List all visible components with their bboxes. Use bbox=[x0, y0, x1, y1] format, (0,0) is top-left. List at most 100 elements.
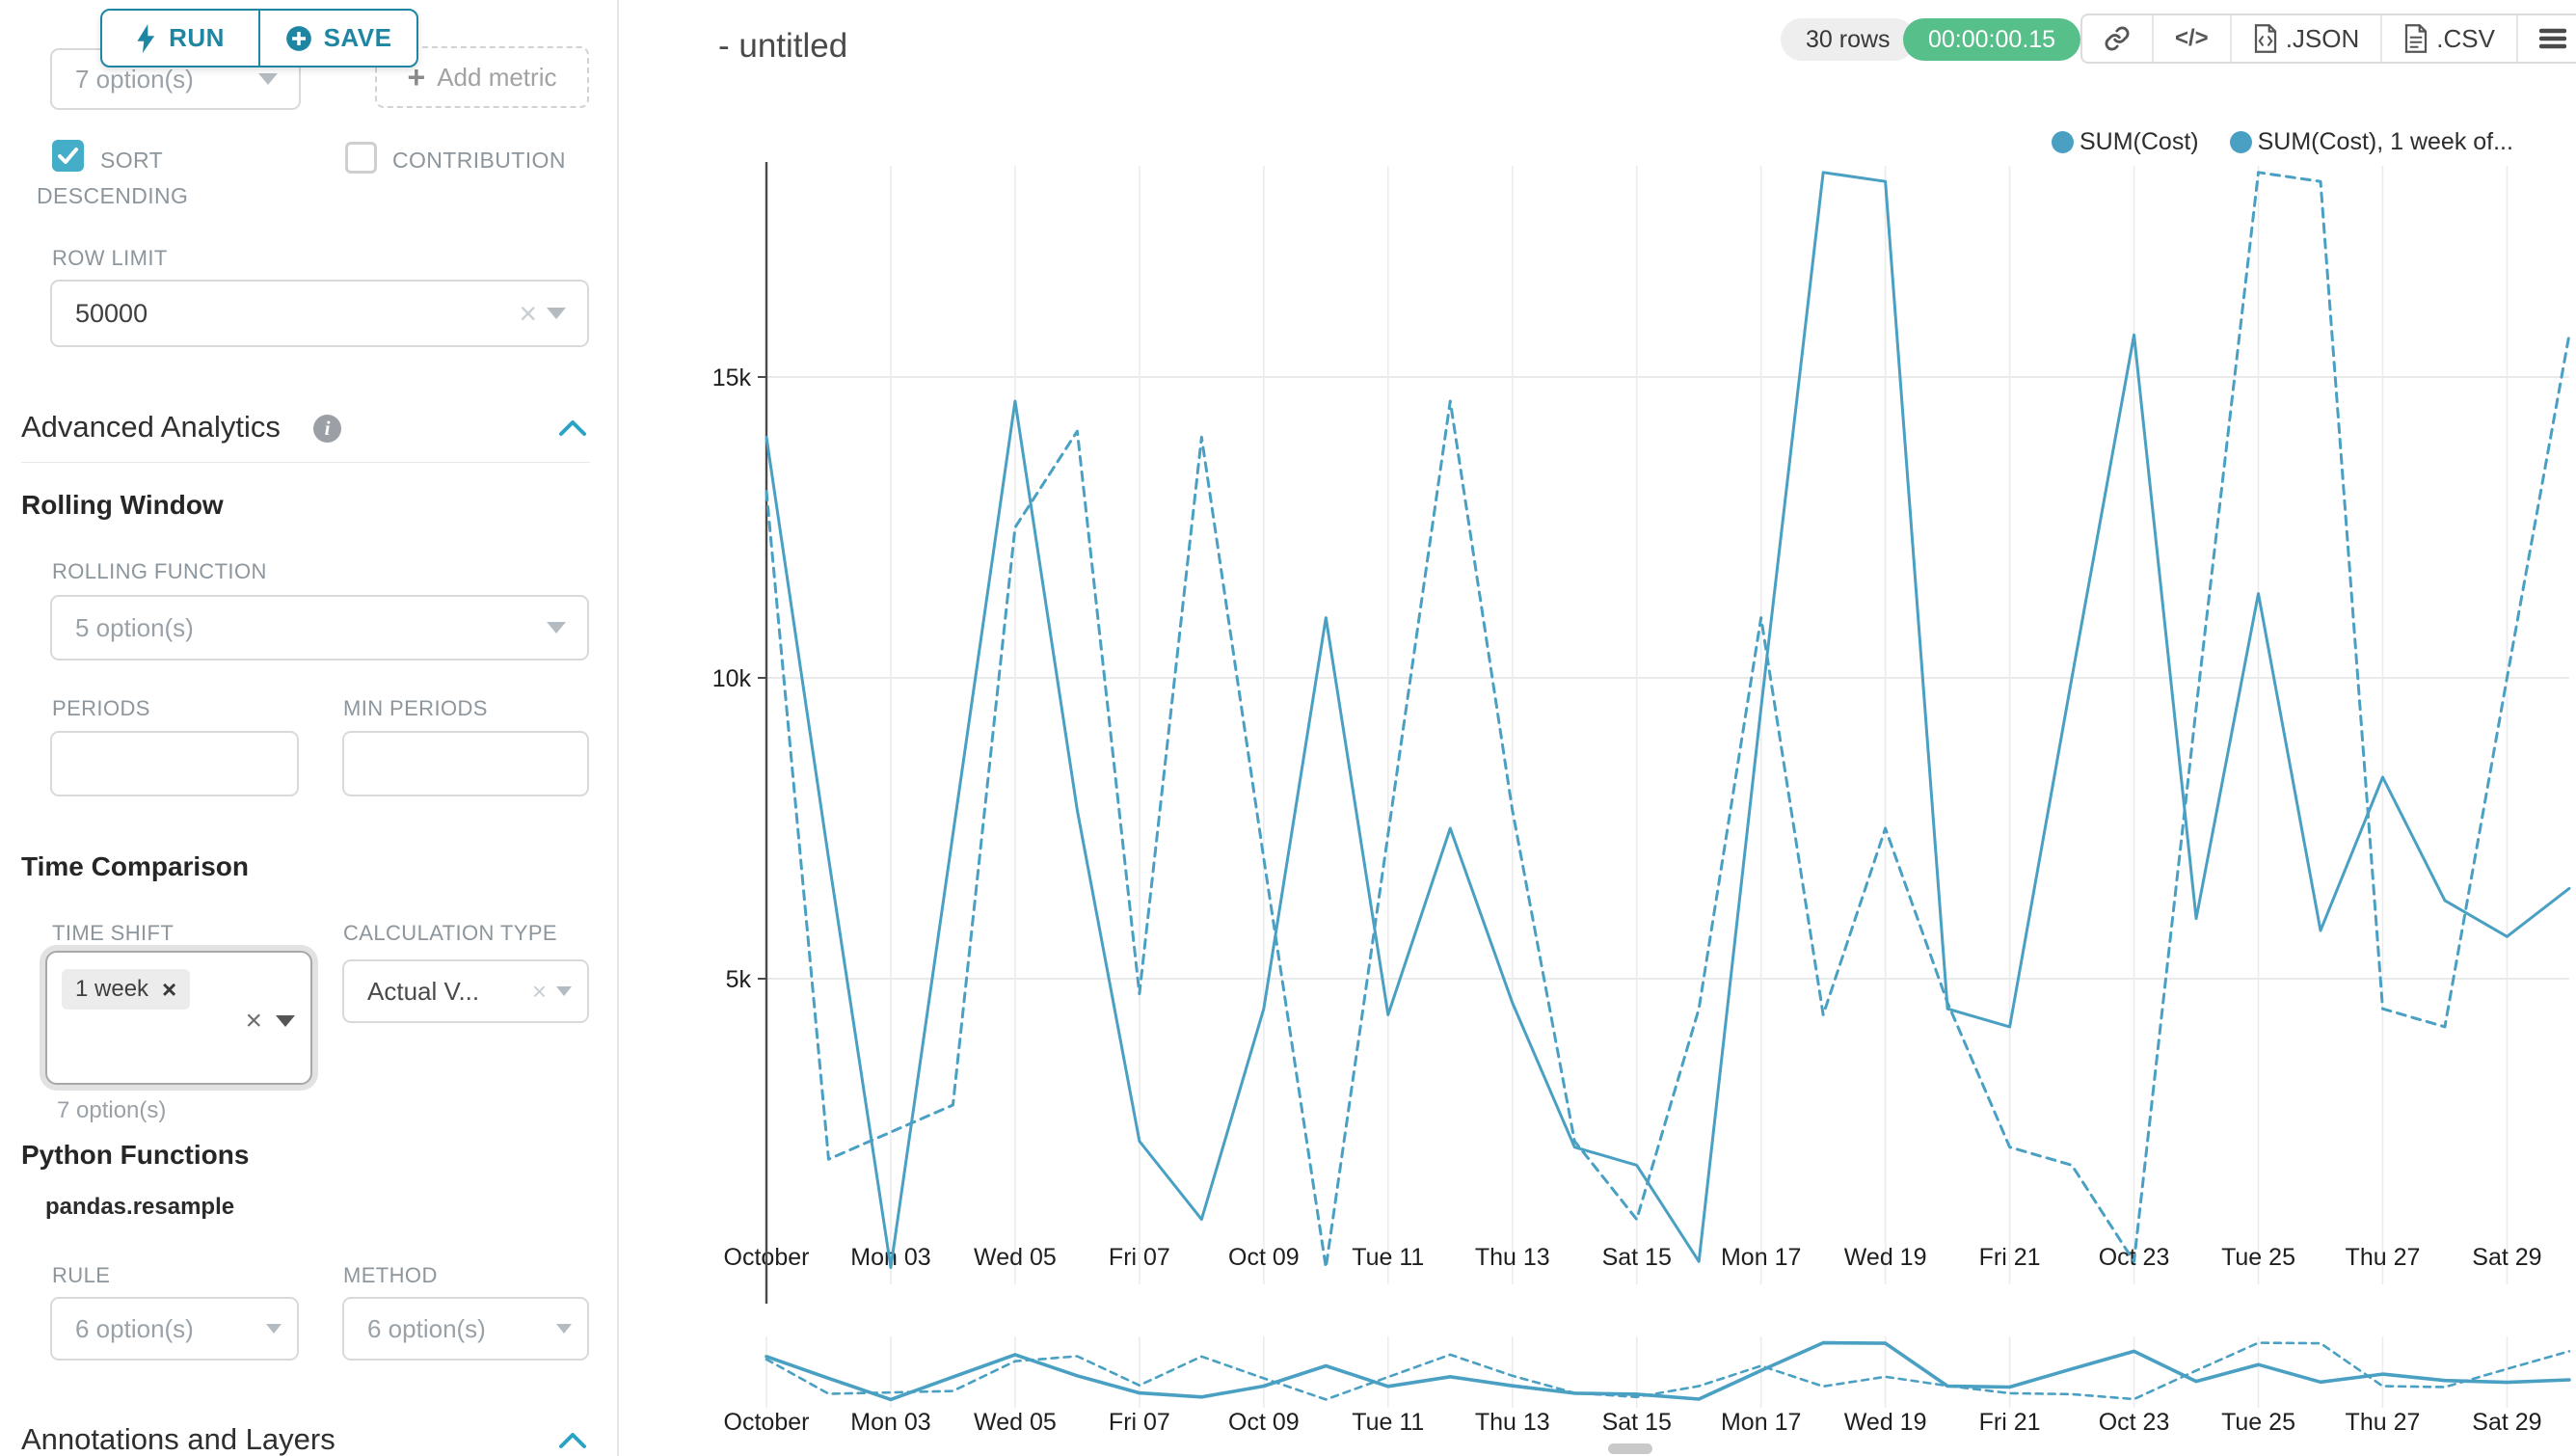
calculation-type-label: CALCULATION TYPE bbox=[343, 921, 557, 945]
series-line-solid[interactable] bbox=[765, 171, 2571, 1269]
time-shift-tag[interactable]: 1 week × bbox=[62, 969, 191, 1010]
contribution-checkbox[interactable] bbox=[345, 142, 377, 174]
add-metric-label: Add metric bbox=[437, 62, 557, 92]
chevron-down-icon[interactable] bbox=[276, 1015, 295, 1027]
calculation-type-value: Actual V... bbox=[367, 976, 480, 1006]
legend-dot bbox=[2229, 131, 2252, 153]
rolling-function-value: 5 option(s) bbox=[75, 612, 194, 642]
mini-x-axis-label: Mon 17 bbox=[1721, 1409, 1801, 1436]
time-comparison-heading: Time Comparison bbox=[21, 851, 249, 881]
method-select[interactable]: 6 option(s) bbox=[342, 1297, 589, 1361]
collapse-chevron-icon[interactable] bbox=[557, 1429, 588, 1452]
file-code-icon bbox=[2254, 24, 2276, 53]
x-axis-label: Tue 11 bbox=[1352, 1244, 1424, 1271]
tag-remove-icon[interactable]: × bbox=[162, 974, 177, 1004]
x-axis-label: Wed 19 bbox=[1844, 1244, 1927, 1271]
metric-select-value: 7 option(s) bbox=[75, 64, 194, 94]
collapse-chevron-icon[interactable] bbox=[557, 417, 588, 440]
legend: SUM(Cost) SUM(Cost), 1 week of... bbox=[2052, 128, 2513, 156]
mini-series-line-solid[interactable] bbox=[765, 1340, 2571, 1402]
x-axis-label: Thu 27 bbox=[2346, 1244, 2421, 1271]
chevron-down-icon bbox=[556, 986, 572, 996]
x-axis-label: Sat 15 bbox=[1602, 1244, 1672, 1271]
clear-icon[interactable]: × bbox=[519, 296, 537, 331]
json-label: .JSON bbox=[2285, 23, 2360, 53]
x-axis-label: Mon 17 bbox=[1721, 1244, 1801, 1271]
row-limit-value: 50000 bbox=[75, 298, 148, 328]
mini-x-axis-label: Sat 15 bbox=[1602, 1409, 1672, 1436]
export-csv-button[interactable]: .CSV bbox=[2380, 15, 2516, 62]
sort-descending-label: SORT DESCENDING bbox=[37, 148, 189, 208]
run-button[interactable]: RUN bbox=[102, 11, 258, 66]
save-button[interactable]: SAVE bbox=[258, 11, 416, 66]
menu-button[interactable] bbox=[2515, 15, 2576, 62]
min-periods-label: MIN PERIODS bbox=[343, 696, 488, 720]
legend-dot bbox=[2052, 131, 2074, 153]
x-axis-label: Fri 07 bbox=[1109, 1244, 1170, 1271]
legend-item[interactable]: SUM(Cost), 1 week of... bbox=[2229, 128, 2513, 156]
sort-descending-checkbox[interactable] bbox=[52, 140, 84, 172]
x-axis-label: Sat 29 bbox=[2472, 1244, 2541, 1271]
rolling-function-select[interactable]: 5 option(s) bbox=[50, 595, 589, 661]
rule-select[interactable]: 6 option(s) bbox=[50, 1297, 299, 1361]
mini-x-axis-label: Thu 13 bbox=[1475, 1409, 1550, 1436]
series-line-dashed[interactable] bbox=[765, 171, 2571, 1269]
mini-x-axis-label: Fri 07 bbox=[1109, 1409, 1170, 1436]
time-shift-label: TIME SHIFT bbox=[52, 921, 174, 945]
mini-x-axis-label: Sat 29 bbox=[2472, 1409, 2541, 1436]
mini-x-axis-label: October bbox=[724, 1409, 810, 1436]
chart-title[interactable]: - untitled bbox=[718, 27, 848, 65]
python-functions-heading: Python Functions bbox=[21, 1140, 250, 1170]
contribution-label: CONTRIBUTION bbox=[392, 148, 566, 173]
info-icon[interactable]: i bbox=[313, 415, 341, 443]
hamburger-menu-icon bbox=[2538, 28, 2566, 49]
mini-x-axis-label: Wed 19 bbox=[1844, 1409, 1927, 1436]
y-axis-label: 15k bbox=[712, 364, 752, 391]
bolt-icon bbox=[137, 23, 155, 53]
plus-icon: + bbox=[407, 60, 426, 94]
plus-circle-icon bbox=[285, 25, 311, 51]
x-axis-label: Fri 21 bbox=[1979, 1244, 2041, 1271]
calculation-type-select[interactable]: Actual V... × bbox=[342, 959, 589, 1023]
periods-label: PERIODS bbox=[52, 696, 150, 720]
panel-divider bbox=[617, 0, 619, 1456]
check-icon bbox=[58, 148, 78, 164]
time-shift-multiselect[interactable]: 1 week × × bbox=[45, 951, 312, 1085]
row-limit-select[interactable]: 50000 × bbox=[50, 280, 589, 347]
chevron-down-icon bbox=[266, 1324, 282, 1334]
legend-label: SUM(Cost), 1 week of... bbox=[2257, 128, 2513, 155]
rolling-function-label: ROLLING FUNCTION bbox=[52, 559, 267, 583]
pandas-resample-label: pandas.resample bbox=[45, 1194, 235, 1220]
clear-icon[interactable]: × bbox=[245, 1005, 262, 1037]
mini-series-line-dashed[interactable] bbox=[765, 1341, 2571, 1401]
horizontal-scrollbar-thumb[interactable] bbox=[1608, 1443, 1652, 1454]
mini-x-axis-label: Fri 21 bbox=[1979, 1409, 2041, 1436]
controls-sidebar: 7 option(s) + Add metric RUN SAVE bbox=[0, 0, 617, 1456]
method-value: 6 option(s) bbox=[367, 1313, 486, 1343]
file-text-icon bbox=[2405, 24, 2428, 53]
share-link-button[interactable] bbox=[2082, 15, 2152, 62]
advanced-analytics-heading: Advanced Analytics bbox=[21, 410, 281, 444]
rolling-window-heading: Rolling Window bbox=[21, 490, 224, 520]
clear-icon[interactable]: × bbox=[531, 977, 547, 1006]
legend-item[interactable]: SUM(Cost) bbox=[2052, 128, 2199, 156]
time-shift-hint: 7 option(s) bbox=[57, 1097, 167, 1123]
x-axis-label: Oct 09 bbox=[1228, 1244, 1300, 1271]
timer-badge: 00:00:00.15 bbox=[1903, 18, 2081, 61]
annotations-heading: Annotations and Layers bbox=[21, 1422, 335, 1456]
x-axis-label: Wed 05 bbox=[974, 1244, 1057, 1271]
mini-x-axis-label: Tue 25 bbox=[2221, 1409, 2295, 1436]
chevron-down-icon bbox=[258, 73, 278, 85]
min-periods-input[interactable] bbox=[344, 733, 587, 795]
legend-label: SUM(Cost) bbox=[2080, 128, 2199, 155]
min-periods-input-box bbox=[342, 731, 589, 796]
view-query-button[interactable]: </> bbox=[2152, 15, 2230, 62]
mini-x-axis-label: Mon 03 bbox=[850, 1409, 930, 1436]
chevron-down-icon bbox=[556, 1324, 572, 1334]
periods-input[interactable] bbox=[52, 733, 297, 795]
export-json-button[interactable]: .JSON bbox=[2229, 15, 2381, 62]
y-axis-label: 10k bbox=[712, 665, 752, 692]
link-icon bbox=[2105, 26, 2130, 51]
